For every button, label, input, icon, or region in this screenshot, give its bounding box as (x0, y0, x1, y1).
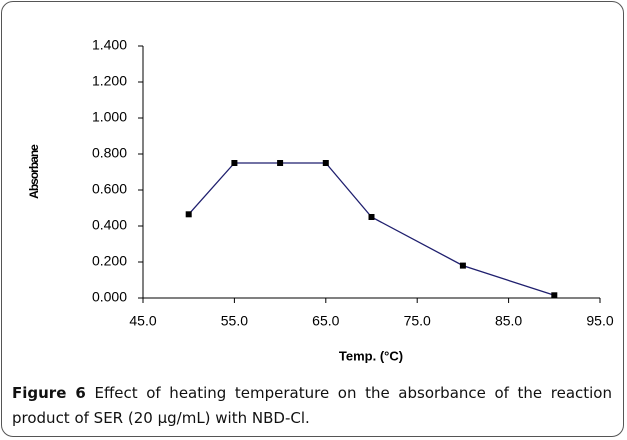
data-point (322, 160, 329, 166)
data-point (185, 211, 192, 218)
data-point (368, 214, 375, 220)
data-point (231, 160, 238, 166)
caption: Figure 6 Effect of heating temperature o… (12, 381, 612, 431)
y-tick-label: 0.800 (92, 145, 127, 161)
x-tick-label: 65.0 (312, 313, 339, 329)
x-tick-label: 55.0 (221, 313, 248, 329)
data-point (551, 292, 558, 299)
y-tick-label: 0.200 (92, 253, 127, 269)
data-point (277, 160, 284, 166)
data-line (188, 162, 555, 296)
y-tick-label: 0.600 (92, 181, 127, 197)
caption-label: Figure 6 (12, 384, 86, 402)
chart: Temp. (°C) Absorbane 0.000 0.200 0.400 0.60… (27, 37, 614, 364)
y-tick-label: 1.200 (92, 73, 127, 89)
y-tick-label: 0.400 (92, 217, 127, 233)
x-tick-label: 75.0 (404, 313, 431, 329)
x-axis-label: Temp. (°C) (339, 348, 403, 363)
y-tick-label: 1.400 (92, 37, 127, 53)
y-tick-label: 1.000 (92, 109, 127, 125)
x-tick-label: 85.0 (495, 313, 522, 329)
x-tick-label: 95.0 (586, 313, 613, 329)
caption-text: Effect of heating temperature on the abs… (12, 384, 612, 427)
x-tick-label: 45.0 (129, 313, 156, 329)
y-tick-label: 0.000 (92, 289, 127, 305)
y-axis-label: Absorbane (27, 144, 41, 199)
data-point (459, 262, 466, 269)
